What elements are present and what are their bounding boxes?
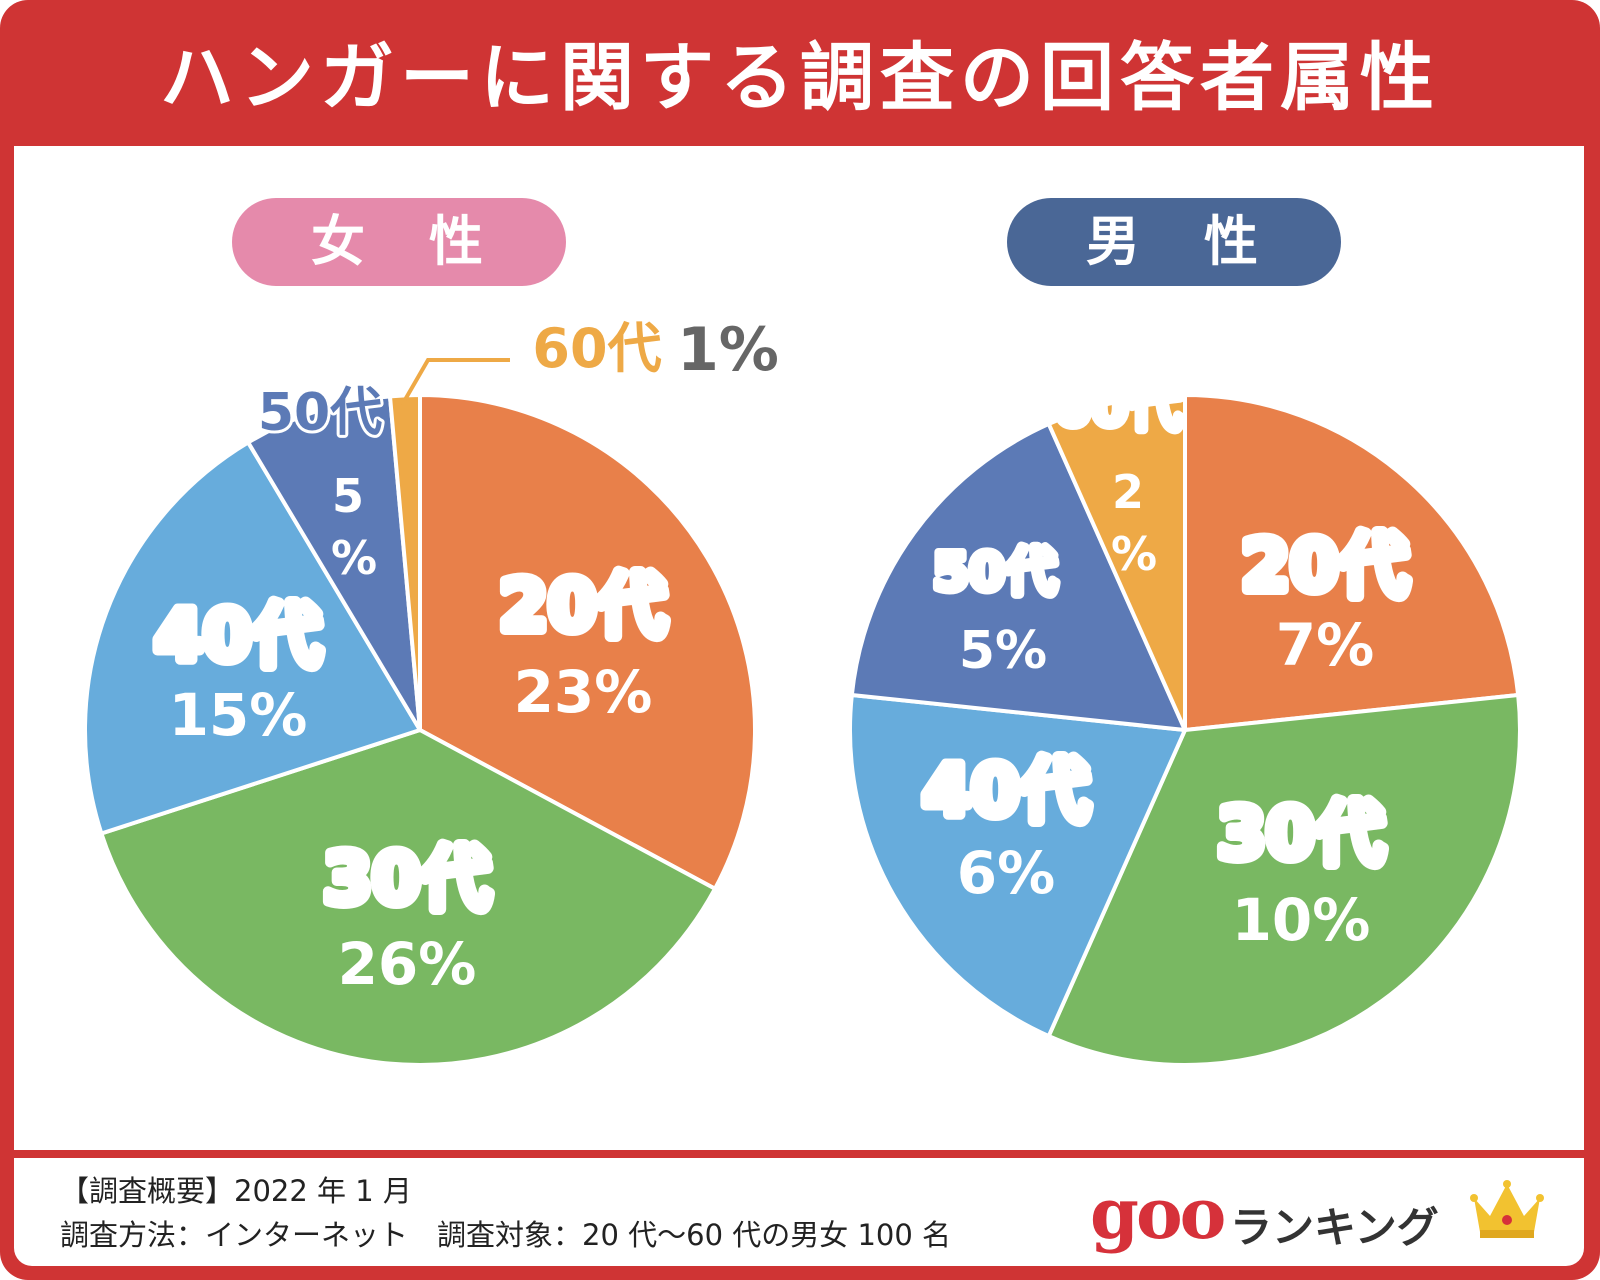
male-percent-label-1: 10% — [1232, 886, 1371, 954]
survey-overview: 【調査概要】2022 年 1 月 — [60, 1174, 412, 1208]
male-percent-label-2: 6% — [957, 839, 1055, 907]
female-category-label-0: 20代 — [499, 565, 666, 647]
male-slice-0 — [1183, 393, 1521, 732]
male-category-label-2: 40代 — [922, 750, 1089, 832]
female-slice-0 — [418, 393, 757, 891]
male-slice-1 — [1046, 692, 1522, 1067]
female-percent-label-3: 5 — [332, 469, 364, 523]
male-category-label-4: 60代 — [1053, 375, 1182, 438]
male-category-label-1: 30代 — [1217, 793, 1384, 875]
female-category-label-2: 40代 — [154, 595, 321, 677]
female-slice-2 — [83, 440, 422, 836]
female-slice-1 — [99, 728, 717, 1068]
footer-panel — [14, 1158, 1584, 1266]
female-heading: 女性 — [232, 198, 566, 286]
male-percent-sign-4: % — [1111, 527, 1157, 581]
logo-brand: goo — [1090, 1172, 1226, 1255]
page-title: ハンガーに関する調査の回答者属性 — [160, 35, 1440, 121]
female-category-label-4: 60代 — [532, 317, 661, 380]
female-leader-line-4 — [400, 358, 510, 407]
male-percent-label-4: 2 — [1112, 465, 1144, 519]
male-heading: 男性 — [1007, 198, 1341, 286]
logo-service: ランキング — [1230, 1203, 1439, 1252]
female-category-label-1: 30代 — [323, 838, 490, 920]
male-percent-label-0: 7% — [1276, 611, 1374, 679]
male-percent-label-3: 5% — [959, 621, 1047, 681]
male-category-label-3: 50代 — [933, 543, 1057, 603]
survey-method: 調査方法：インターネット 調査対象：20 代〜60 代の男女 100 名 — [60, 1218, 952, 1252]
female-heading-char-2: 性 — [429, 210, 487, 273]
male-slice-2 — [848, 692, 1187, 1039]
female-percent-label-2: 15% — [169, 681, 308, 749]
male-slice-4 — [1046, 393, 1187, 732]
crown-icon — [1470, 1180, 1544, 1238]
female-percent-label-4: 1% — [677, 315, 779, 385]
male-heading-char-2: 性 — [1204, 210, 1262, 273]
male-slice-3 — [849, 421, 1187, 732]
male-category-label-0: 20代 — [1241, 525, 1408, 607]
female-percent-label-0: 23% — [514, 658, 653, 726]
female-percent-sign-3: % — [331, 531, 377, 585]
female-slice-4 — [387, 393, 422, 732]
male-heading-char-1: 男 — [1086, 210, 1144, 273]
female-percent-label-1: 26% — [338, 930, 477, 998]
female-heading-char-1: 女 — [311, 210, 369, 273]
female-slice-3 — [246, 394, 422, 732]
female-category-label-3: 50代 — [258, 383, 382, 443]
